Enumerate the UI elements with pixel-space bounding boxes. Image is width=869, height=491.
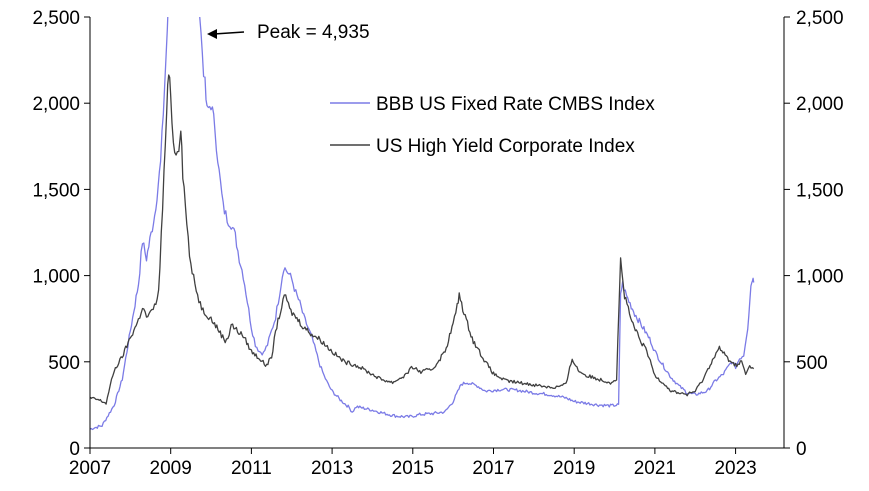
legend: BBB US Fixed Rate CMBS Index US High Yiel… — [330, 94, 655, 157]
series-lines — [90, 17, 755, 431]
tick-labels: 0 0 500 500 1,000 1,000 1,500 1,500 2,000 2,000 2,… — [32, 8, 843, 479]
series-line-high-yield — [90, 74, 755, 405]
axes — [84, 16, 790, 454]
y-tick-label-right: 1,000 — [796, 267, 844, 288]
x-tick-label: 2009 — [150, 458, 192, 479]
peak-annotation: Peak = 4,935 — [207, 22, 370, 43]
y-tick-label-right: 500 — [796, 353, 828, 374]
y-tick-label-left: 0 — [69, 439, 80, 460]
peak-arrow-head — [207, 29, 217, 39]
series-line-bbb-cmbs — [90, 17, 755, 431]
peak-annotation-label: Peak = 4,935 — [257, 22, 370, 43]
y-tick-label-right: 1,500 — [796, 180, 844, 201]
y-tick-label-left: 2,500 — [32, 8, 80, 29]
x-tick-label: 2017 — [472, 458, 514, 479]
y-tick-label-left: 500 — [48, 353, 80, 374]
x-tick-label: 2007 — [69, 458, 111, 479]
y-tick-label-left: 2,000 — [32, 94, 80, 115]
y-tick-label-right: 2,500 — [796, 8, 844, 29]
y-tick-label-right: 0 — [796, 439, 807, 460]
x-tick-label: 2013 — [311, 458, 353, 479]
x-tick-label: 2011 — [231, 458, 272, 479]
legend-label: US High Yield Corporate Index — [376, 136, 635, 157]
x-tick-label: 2021 — [634, 458, 676, 479]
legend-label: BBB US Fixed Rate CMBS Index — [376, 94, 655, 115]
peak-arrow-shaft — [213, 31, 245, 35]
x-tick-label: 2015 — [392, 458, 434, 479]
y-tick-label-left: 1,500 — [32, 180, 80, 201]
x-tick-label: 2023 — [714, 458, 756, 479]
y-tick-label-right: 2,000 — [796, 94, 844, 115]
x-tick-label: 2019 — [553, 458, 595, 479]
y-tick-label-left: 1,000 — [32, 267, 80, 288]
